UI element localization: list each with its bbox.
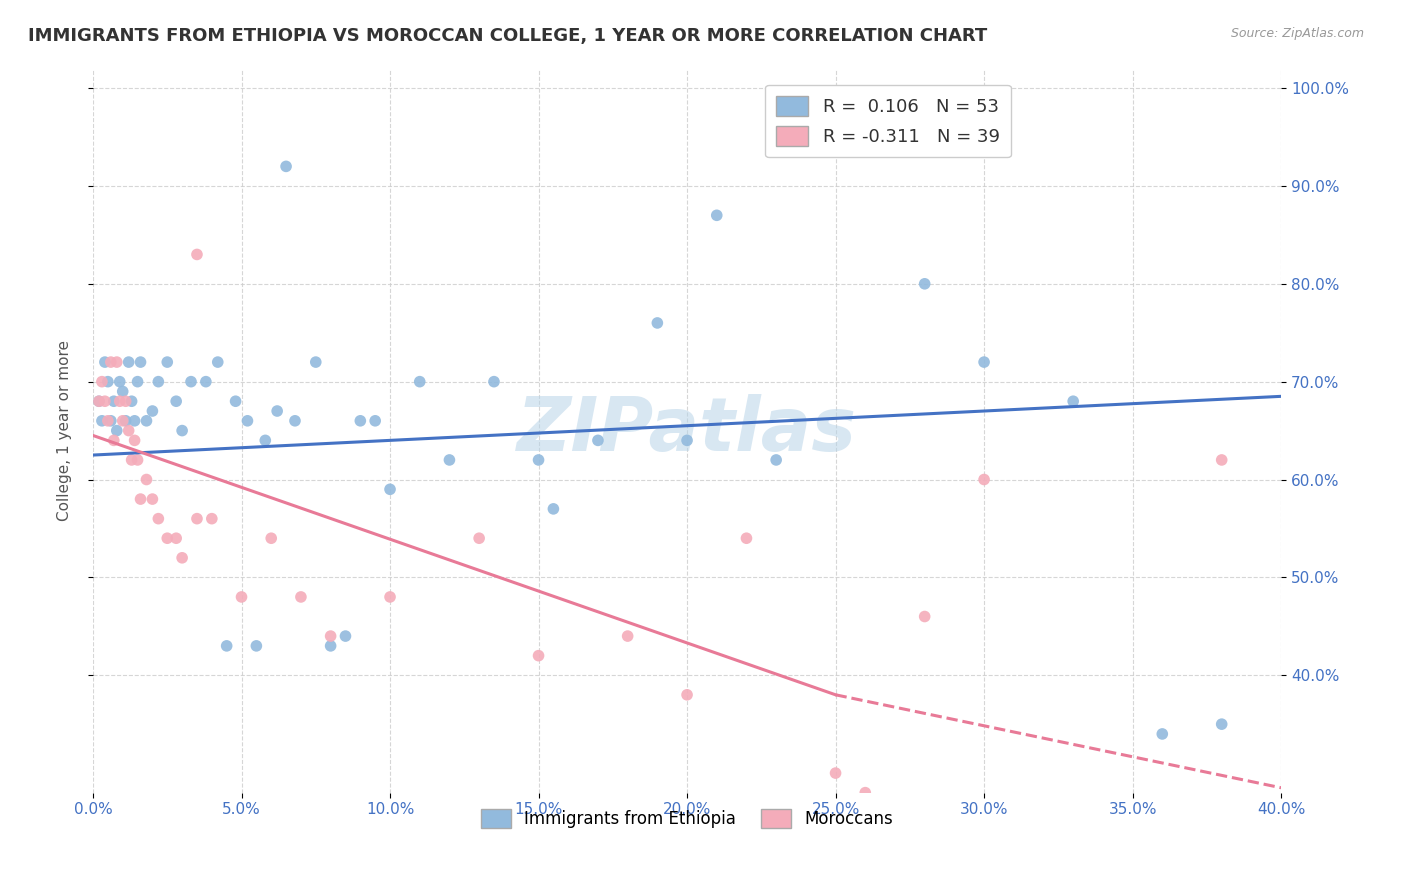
Point <box>118 424 141 438</box>
Point <box>165 394 187 409</box>
Legend: Immigrants from Ethiopia, Moroccans: Immigrants from Ethiopia, Moroccans <box>474 803 900 835</box>
Point <box>94 394 117 409</box>
Point <box>1211 717 1233 731</box>
Point <box>254 434 277 448</box>
Point <box>973 473 995 487</box>
Point <box>141 404 163 418</box>
Point <box>439 453 461 467</box>
Point <box>824 766 846 780</box>
Point <box>108 375 131 389</box>
Point <box>118 355 141 369</box>
Point <box>105 424 128 438</box>
Point <box>527 648 550 663</box>
Point <box>97 375 120 389</box>
Point <box>378 590 401 604</box>
Y-axis label: College, 1 year or more: College, 1 year or more <box>58 340 72 521</box>
Point <box>124 414 146 428</box>
Point <box>129 492 152 507</box>
Point <box>305 355 328 369</box>
Point <box>148 511 170 525</box>
Point <box>129 355 152 369</box>
Point <box>1152 727 1174 741</box>
Point <box>543 501 565 516</box>
Point <box>266 404 288 418</box>
Point <box>468 531 491 545</box>
Text: ZIPatlas: ZIPatlas <box>517 394 858 467</box>
Point <box>1211 453 1233 467</box>
Point <box>111 384 134 399</box>
Point <box>647 316 669 330</box>
Point <box>527 453 550 467</box>
Point <box>914 277 936 291</box>
Point <box>180 375 202 389</box>
Point <box>90 414 112 428</box>
Point <box>135 473 157 487</box>
Point <box>482 375 505 389</box>
Point <box>706 208 728 222</box>
Point <box>236 414 259 428</box>
Point <box>111 414 134 428</box>
Point <box>586 434 609 448</box>
Point <box>87 394 110 409</box>
Point <box>335 629 357 643</box>
Point <box>186 247 208 261</box>
Point <box>172 424 194 438</box>
Point <box>349 414 371 428</box>
Point <box>103 394 125 409</box>
Point <box>409 375 432 389</box>
Point <box>100 414 122 428</box>
Point <box>90 375 112 389</box>
Text: Source: ZipAtlas.com: Source: ZipAtlas.com <box>1230 27 1364 40</box>
Point <box>108 394 131 409</box>
Point <box>194 375 217 389</box>
Point <box>124 434 146 448</box>
Point <box>156 355 179 369</box>
Point <box>853 786 876 800</box>
Point <box>172 550 194 565</box>
Point <box>186 511 208 525</box>
Point <box>105 355 128 369</box>
Point <box>735 531 758 545</box>
Point <box>676 434 699 448</box>
Point <box>100 355 122 369</box>
Point <box>121 394 143 409</box>
Point <box>215 639 238 653</box>
Point <box>114 414 136 428</box>
Point <box>319 639 342 653</box>
Point <box>94 355 117 369</box>
Text: IMMIGRANTS FROM ETHIOPIA VS MOROCCAN COLLEGE, 1 YEAR OR MORE CORRELATION CHART: IMMIGRANTS FROM ETHIOPIA VS MOROCCAN COL… <box>28 27 987 45</box>
Point <box>973 355 995 369</box>
Point <box>156 531 179 545</box>
Point <box>290 590 312 604</box>
Point <box>207 355 229 369</box>
Point <box>765 453 787 467</box>
Point <box>231 590 253 604</box>
Point <box>284 414 307 428</box>
Point <box>914 609 936 624</box>
Point <box>225 394 247 409</box>
Point <box>114 394 136 409</box>
Point <box>201 511 224 525</box>
Point <box>127 453 149 467</box>
Point <box>165 531 187 545</box>
Point <box>378 483 401 497</box>
Point <box>260 531 283 545</box>
Point <box>274 160 297 174</box>
Point <box>121 453 143 467</box>
Point <box>141 492 163 507</box>
Point <box>364 414 387 428</box>
Point <box>103 434 125 448</box>
Point <box>87 394 110 409</box>
Point <box>319 629 342 643</box>
Point <box>245 639 267 653</box>
Point <box>127 375 149 389</box>
Point <box>135 414 157 428</box>
Point <box>616 629 638 643</box>
Point <box>676 688 699 702</box>
Point <box>1062 394 1084 409</box>
Point <box>97 414 120 428</box>
Point <box>148 375 170 389</box>
